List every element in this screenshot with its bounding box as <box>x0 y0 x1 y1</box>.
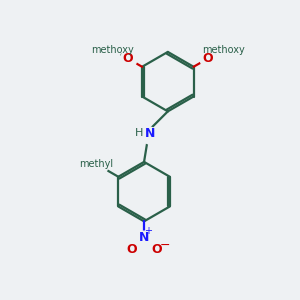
Text: methyl: methyl <box>79 159 113 169</box>
Text: N: N <box>145 127 155 140</box>
Text: O: O <box>126 243 137 256</box>
Text: O: O <box>123 52 133 65</box>
Text: N: N <box>139 231 149 244</box>
Text: +: + <box>144 226 152 236</box>
Text: −: − <box>160 238 170 252</box>
Text: H: H <box>135 128 143 138</box>
Text: methoxy: methoxy <box>202 45 244 55</box>
Text: methoxy: methoxy <box>91 45 134 55</box>
Text: O: O <box>202 52 213 65</box>
Text: O: O <box>151 243 162 256</box>
